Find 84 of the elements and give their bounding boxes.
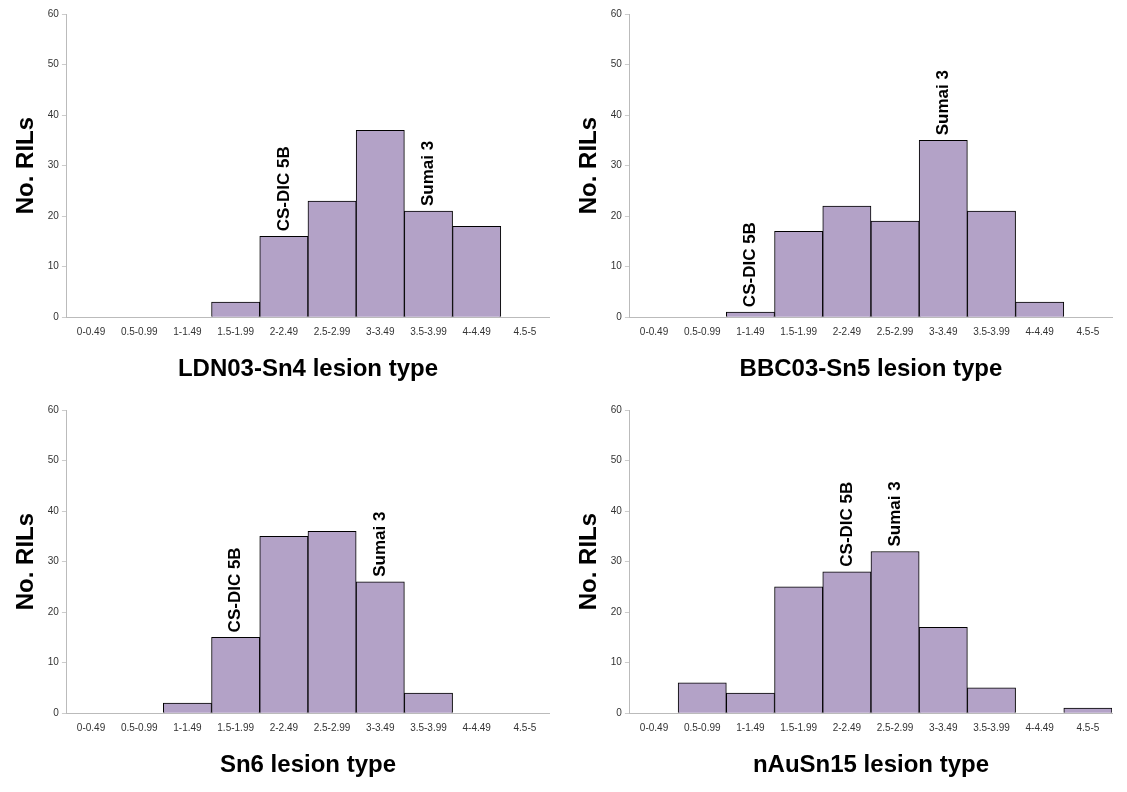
x-tick-label: 0-0.49 xyxy=(76,325,106,337)
x-tick-label: 1.5-1.99 xyxy=(780,721,818,733)
y-tick-label: 10 xyxy=(610,656,623,668)
y-tick-label: 30 xyxy=(610,159,623,171)
y-tick-label: 40 xyxy=(47,504,60,516)
x-tick-label: 4.5-5 xyxy=(513,325,537,337)
x-tick-label: 2-2.49 xyxy=(832,721,862,733)
y-tick-label: 30 xyxy=(610,555,623,567)
x-tick-label: 4.5-5 xyxy=(1076,721,1100,733)
x-tick-label: 3-3.49 xyxy=(929,721,958,733)
x-tick-label: 1.5-1.99 xyxy=(780,325,818,337)
annotation: Sumai 3 xyxy=(932,70,952,136)
y-tick-label: 20 xyxy=(47,209,60,221)
y-tick-label: 60 xyxy=(610,403,623,415)
x-tick-label: 4-4.49 xyxy=(462,325,492,337)
y-tick-label: 0 xyxy=(616,310,623,322)
x-tick-label: 2.5-2.99 xyxy=(876,325,914,337)
y-axis-title: No. RILs xyxy=(574,512,602,611)
x-tick-label: 4.5-5 xyxy=(1076,325,1100,337)
y-tick-label: 60 xyxy=(610,7,623,19)
x-axis-title: Sn6 lesion type xyxy=(219,750,396,778)
x-tick-label: 0.5-0.99 xyxy=(120,325,159,337)
x-tick-label: 2-2.49 xyxy=(269,721,299,733)
y-tick-label: 40 xyxy=(47,108,60,120)
x-tick-label: 3.5-3.99 xyxy=(973,325,1011,337)
x-tick-label: 3.5-3.99 xyxy=(973,721,1011,733)
y-tick-label: 60 xyxy=(47,7,60,19)
y-tick-label: 0 xyxy=(53,310,60,322)
y-axis-title: No. RILs xyxy=(574,116,602,215)
x-axis-title: LDN03-Sn4 lesion type xyxy=(177,354,438,382)
x-tick-label: 2.5-2.99 xyxy=(313,721,351,733)
y-tick-label: 40 xyxy=(610,108,623,120)
x-axis-title: nAuSn15 lesion type xyxy=(752,750,989,778)
y-tick-label: 60 xyxy=(47,403,60,415)
x-tick-label: 2.5-2.99 xyxy=(313,325,351,337)
y-tick-label: 50 xyxy=(610,58,623,70)
y-tick-label: 20 xyxy=(610,605,623,617)
x-tick-label: 0-0.49 xyxy=(639,325,669,337)
y-tick-label: 10 xyxy=(47,656,60,668)
x-tick-label: 1-1.49 xyxy=(736,325,766,337)
x-tick-label: 4.5-5 xyxy=(513,721,537,733)
annotation: CS-DIC 5B xyxy=(273,146,293,232)
y-tick-label: 50 xyxy=(47,58,60,70)
x-tick-label: 4-4.49 xyxy=(462,721,492,733)
x-tick-label: 3-3.49 xyxy=(366,721,395,733)
x-tick-label: 1-1.49 xyxy=(736,721,766,733)
y-tick-label: 10 xyxy=(610,260,623,272)
x-tick-label: 3-3.49 xyxy=(929,325,958,337)
y-tick-label: 20 xyxy=(610,209,623,221)
annotation: CS-DIC 5B xyxy=(740,222,760,308)
x-tick-label: 2-2.49 xyxy=(832,325,862,337)
y-tick-label: 40 xyxy=(610,504,623,516)
x-tick-label: 1-1.49 xyxy=(173,325,203,337)
x-tick-label: 4-4.49 xyxy=(1025,325,1055,337)
y-tick-label: 50 xyxy=(47,454,60,466)
annotation: CS-DIC 5B xyxy=(836,481,856,567)
annotation: CS-DIC 5B xyxy=(225,547,245,633)
y-tick-label: 30 xyxy=(47,159,60,171)
x-tick-label: 4-4.49 xyxy=(1025,721,1055,733)
y-axis-title: No. RILs xyxy=(11,116,39,215)
x-tick-label: 0-0.49 xyxy=(639,721,669,733)
annotation: Sumai 3 xyxy=(418,140,438,207)
x-tick-label: 3.5-3.99 xyxy=(410,325,448,337)
x-tick-label: 0-0.49 xyxy=(76,721,106,733)
y-tick-label: 30 xyxy=(47,555,60,567)
annotation: Sumai 3 xyxy=(884,481,904,547)
y-tick-label: 10 xyxy=(47,260,60,272)
x-tick-label: 3.5-3.99 xyxy=(410,721,448,733)
x-tick-label: 1.5-1.99 xyxy=(217,325,255,337)
x-tick-label: 1.5-1.99 xyxy=(217,721,255,733)
x-tick-label: 2.5-2.99 xyxy=(876,721,914,733)
y-tick-label: 20 xyxy=(47,605,60,617)
y-tick-label: 50 xyxy=(610,454,623,466)
y-tick-label: 0 xyxy=(53,706,60,718)
y-axis-title: No. RILs xyxy=(11,512,39,611)
x-tick-label: 0.5-0.99 xyxy=(683,721,722,733)
x-axis-title: BBC03-Sn5 lesion type xyxy=(739,354,1003,382)
x-tick-label: 0.5-0.99 xyxy=(120,721,159,733)
x-tick-label: 3-3.49 xyxy=(366,325,395,337)
x-tick-label: 0.5-0.99 xyxy=(683,325,722,337)
x-tick-label: 2-2.49 xyxy=(269,325,299,337)
annotation: Sumai 3 xyxy=(369,511,389,577)
x-tick-label: 1-1.49 xyxy=(173,721,203,733)
y-tick-label: 0 xyxy=(616,706,623,718)
